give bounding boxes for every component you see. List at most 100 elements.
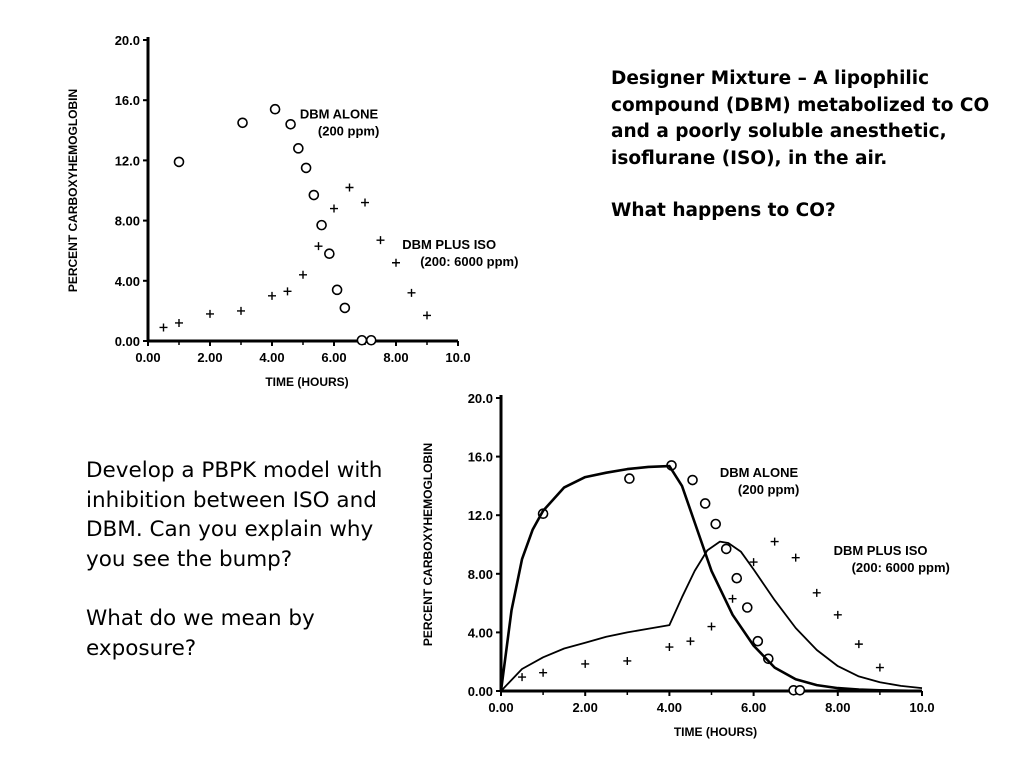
plus-marker bbox=[268, 291, 276, 300]
plus-marker bbox=[283, 287, 292, 296]
circle-marker bbox=[710, 518, 722, 530]
y-tick-label: 8.00 bbox=[468, 567, 493, 582]
annotation-1: DBM PLUS ISO (200: 6000 ppm) bbox=[402, 237, 518, 269]
y-axis-title: PERCENT CARBOXYHEMOGLOBIN bbox=[421, 443, 435, 646]
model-curve-line bbox=[500, 540, 923, 692]
circle-marker bbox=[173, 156, 185, 168]
plus-marker bbox=[854, 640, 863, 649]
x-tick-label: 10.0 bbox=[445, 350, 470, 365]
plus-marker bbox=[581, 659, 590, 668]
circle-marker bbox=[731, 572, 743, 584]
plus-marker bbox=[206, 309, 214, 318]
chart-top: 0.00 4.00 8.00 12.0 16.0 20.0 0.00 2.00 4.00 6.00… bbox=[66, 33, 518, 389]
plus-marker bbox=[345, 183, 354, 192]
x-axis-title: TIME (HOURS) bbox=[265, 375, 348, 389]
pbpk-model-paragraph: Develop a PBPK model with inhibition bet… bbox=[86, 458, 383, 572]
plus-marker bbox=[770, 537, 779, 546]
circle-marker bbox=[741, 602, 753, 613]
annotation-line: (200 ppm) bbox=[738, 482, 799, 497]
plus-marker bbox=[812, 588, 821, 597]
circle-marker bbox=[237, 117, 248, 129]
x-tick-label: 10.0 bbox=[909, 700, 934, 715]
series-points-1 bbox=[159, 183, 431, 332]
y-tick-label: 4.00 bbox=[115, 274, 140, 289]
x-tick-label: 8.00 bbox=[825, 700, 850, 715]
annotation-1: DBM PLUS ISO (200: 6000 ppm) bbox=[834, 543, 950, 575]
annotation-line: DBM ALONE bbox=[300, 106, 379, 121]
question-text-right: Designer Mixture – A lipophilic compound… bbox=[611, 66, 1011, 225]
y-axis-title: PERCENT CARBOXYHEMOGLOBIN bbox=[66, 89, 80, 292]
plus-marker bbox=[623, 656, 632, 665]
x-tick-label: 0.00 bbox=[135, 350, 160, 365]
x-tick-label: 4.00 bbox=[657, 700, 682, 715]
y-tick-label: 20.0 bbox=[115, 33, 140, 48]
designer-mixture-paragraph: Designer Mixture – A lipophilic compound… bbox=[611, 68, 990, 169]
plus-marker bbox=[175, 318, 183, 327]
plus-marker bbox=[518, 673, 527, 682]
annotation-line: (200 ppm) bbox=[318, 123, 379, 138]
y-tick-label: 20.0 bbox=[468, 391, 493, 406]
plus-marker bbox=[539, 668, 548, 677]
x-tick-label: 2.00 bbox=[573, 700, 598, 715]
plus-marker bbox=[159, 323, 168, 332]
circle-marker bbox=[324, 248, 335, 260]
plus-marker bbox=[875, 663, 884, 672]
plus-marker bbox=[728, 594, 737, 603]
series-curve-3 bbox=[500, 540, 923, 692]
x-tick-label: 6.00 bbox=[741, 700, 766, 715]
x-tick-label: 2.00 bbox=[197, 350, 222, 365]
annotation-line: (200: 6000 ppm) bbox=[420, 254, 518, 269]
x-tick-label: 8.00 bbox=[383, 350, 408, 365]
series-points-1 bbox=[518, 537, 884, 682]
circle-marker bbox=[794, 684, 806, 696]
plus-marker bbox=[791, 553, 800, 562]
question-text-left: Develop a PBPK model with inhibition bet… bbox=[86, 456, 416, 663]
circle-marker bbox=[293, 143, 304, 154]
annotation-line: (200: 6000 ppm) bbox=[852, 560, 950, 575]
y-tick-label: 16.0 bbox=[115, 93, 140, 108]
annotation-line: DBM ALONE bbox=[720, 465, 799, 480]
annotation-0: DBM ALONE (200 ppm) bbox=[720, 465, 799, 497]
y-tick-label: 4.00 bbox=[468, 625, 493, 640]
y-tick-label: 0.00 bbox=[115, 334, 140, 349]
circle-marker bbox=[720, 543, 732, 555]
model-curve-line bbox=[499, 464, 923, 693]
series-curve-2 bbox=[499, 464, 923, 693]
plus-marker bbox=[686, 637, 695, 646]
plus-marker bbox=[707, 622, 716, 631]
plus-marker bbox=[833, 610, 842, 619]
plus-marker bbox=[392, 258, 400, 267]
y-tick-label: 12.0 bbox=[115, 153, 140, 168]
circle-marker bbox=[365, 334, 377, 346]
circle-marker bbox=[356, 334, 368, 346]
plus-marker bbox=[749, 558, 758, 567]
circle-marker bbox=[285, 118, 296, 130]
x-tick-label: 0.00 bbox=[488, 700, 513, 715]
y-tick-label: 8.00 bbox=[115, 214, 140, 229]
plus-marker bbox=[330, 204, 338, 213]
x-axis-title: TIME (HOURS) bbox=[674, 725, 757, 739]
annotation-line: DBM PLUS ISO bbox=[402, 237, 496, 252]
circle-marker bbox=[624, 473, 635, 484]
plus-marker bbox=[237, 306, 245, 315]
plus-marker bbox=[314, 242, 323, 251]
plus-marker bbox=[376, 236, 385, 245]
circle-marker bbox=[308, 189, 320, 201]
plus-marker bbox=[665, 643, 674, 652]
circle-marker bbox=[699, 498, 711, 509]
y-tick-label: 16.0 bbox=[468, 450, 493, 465]
annotation-line: DBM PLUS ISO bbox=[834, 543, 928, 558]
exposure-question-paragraph: What do we mean by exposure? bbox=[86, 606, 315, 661]
y-tick-label: 0.00 bbox=[468, 684, 493, 699]
annotation-0: DBM ALONE (200 ppm) bbox=[300, 106, 379, 138]
plus-marker bbox=[423, 311, 431, 320]
circle-marker bbox=[269, 103, 281, 115]
chart-bottom: 0.00 4.00 8.00 12.0 16.0 20.0 0.00 2.00 4.00 6.00… bbox=[421, 391, 950, 739]
circle-marker bbox=[316, 219, 327, 231]
plus-marker bbox=[407, 288, 416, 297]
circle-marker bbox=[339, 302, 351, 314]
circle-marker bbox=[763, 653, 774, 665]
plus-marker bbox=[299, 270, 307, 279]
x-tick-label: 4.00 bbox=[259, 350, 284, 365]
